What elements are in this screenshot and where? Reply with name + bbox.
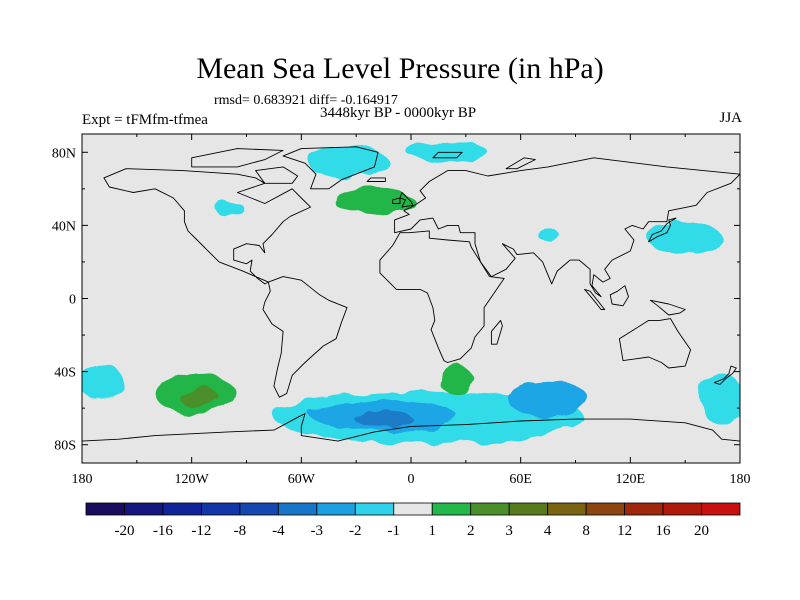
coastline-layer — [82, 146, 740, 463]
colorbar-label: 8 — [582, 523, 590, 539]
coast-madagascar — [490, 319, 503, 345]
colorbar-label: -2 — [349, 523, 362, 539]
colorbar-swatch — [393, 502, 433, 516]
coast-arctic-islands — [191, 148, 284, 168]
lat-tick-label: 0 — [69, 293, 76, 308]
anomaly-south-atlantic-high — [438, 367, 475, 394]
lon-tick-label: 120E — [616, 472, 646, 487]
anomaly-south-pacific-high-core — [178, 388, 220, 407]
anomaly-arabian-low — [537, 229, 560, 241]
coast-antarctica — [82, 413, 740, 463]
colorbar-swatch — [124, 502, 164, 516]
coast-borneo — [609, 285, 629, 307]
anomaly-greenland-low — [306, 144, 388, 178]
colorbar-swatch — [316, 502, 356, 516]
coast-north-america — [103, 168, 311, 285]
coast-south-america — [262, 276, 348, 398]
coast-new-guinea — [649, 299, 686, 316]
coast-greenland — [282, 146, 379, 190]
colorbar-label: -4 — [272, 523, 285, 539]
anomaly-north-atlantic-high — [334, 188, 415, 215]
coast-svalbard — [432, 151, 463, 159]
colorbar-swatch — [470, 502, 510, 516]
anomaly-southwest-pacific-low — [699, 373, 740, 425]
colorbar-label: -16 — [153, 523, 173, 539]
lat-tick-label: 80S — [54, 439, 76, 454]
colorbar-label: 20 — [694, 523, 709, 539]
colorbar-swatch — [201, 502, 241, 516]
colorbar-label: -3 — [311, 523, 324, 539]
lon-tick-label: 120W — [175, 472, 210, 487]
coast-new-zealand — [713, 365, 737, 385]
lat-tick-label: 80N — [52, 146, 76, 161]
coast-baffin — [255, 166, 299, 184]
coast-africa — [379, 230, 505, 363]
stats-line: rmsd= 0.683921 diff= -0.164917 — [214, 93, 398, 108]
colorbar-label: 3 — [505, 523, 513, 539]
longitude-axis: 180 120W 60W 0 60E 120E 180 — [72, 134, 751, 487]
anomaly-canada-low — [213, 199, 243, 215]
experiment-label: Expt = tFMfm-tfmea — [82, 112, 208, 128]
colorbar-label: -1 — [388, 523, 401, 539]
colorbar-swatch — [239, 502, 279, 516]
colorbar-swatch — [662, 502, 702, 516]
colorbar-label: 2 — [467, 523, 475, 539]
coast-britain — [399, 192, 414, 208]
colorbar-swatch — [85, 502, 125, 516]
coast-japan — [648, 217, 677, 243]
colorbar-swatch — [354, 502, 395, 516]
colorbar-label: 12 — [617, 523, 632, 539]
colorbar-label: 16 — [656, 523, 672, 539]
colorbar: -20 -16 -12 -8 -4 -3 -2 -1 1 2 3 4 8 12 16 20 — [85, 502, 741, 539]
coast-novaya-zemlya — [505, 157, 536, 170]
lon-tick-label: 60E — [509, 472, 532, 487]
colorbar-label: -20 — [114, 523, 134, 539]
colorbar-label: -8 — [234, 523, 247, 539]
colorbar-swatch — [701, 502, 741, 516]
coast-ireland — [392, 197, 401, 204]
lon-tick-label: 180 — [730, 472, 751, 487]
colorbar-swatch — [547, 502, 587, 516]
anomaly-northwest-pacific-low — [648, 221, 722, 255]
colorbar-label: -12 — [191, 523, 211, 539]
colorbar-swatch — [508, 502, 549, 516]
lat-tick-label: 40S — [54, 366, 76, 381]
colorbar-label: 1 — [428, 523, 436, 539]
anomaly-layer — [82, 141, 740, 443]
season-label: JJA — [719, 110, 742, 126]
coast-australia — [618, 318, 692, 369]
lon-tick-label: 60W — [288, 472, 316, 487]
page-title: Mean Sea Level Pressure (in hPa) — [196, 52, 604, 85]
lat-tick-label: 40N — [52, 219, 76, 234]
lon-tick-label: 180 — [72, 472, 93, 487]
coast-iceland — [366, 177, 386, 182]
colorbar-swatch — [277, 502, 318, 516]
anomaly-indian-ocean-low — [507, 380, 589, 418]
anomaly-southern-ocean-low-core — [354, 411, 413, 427]
coast-sumatra — [584, 288, 606, 310]
colorbar-swatch — [162, 502, 202, 516]
anomaly-east-pacific-low — [82, 362, 123, 400]
colorbar-swatch — [431, 502, 472, 516]
period-label: 3448kyr BP - 0000kyr BP — [320, 105, 477, 121]
colorbar-swatch — [624, 502, 664, 516]
latitude-axis: 80N 40N 0 40S 80S — [52, 146, 740, 454]
colorbar-label: 4 — [544, 523, 552, 539]
lon-tick-label: 0 — [408, 472, 415, 487]
colorbar-swatch — [585, 502, 625, 516]
